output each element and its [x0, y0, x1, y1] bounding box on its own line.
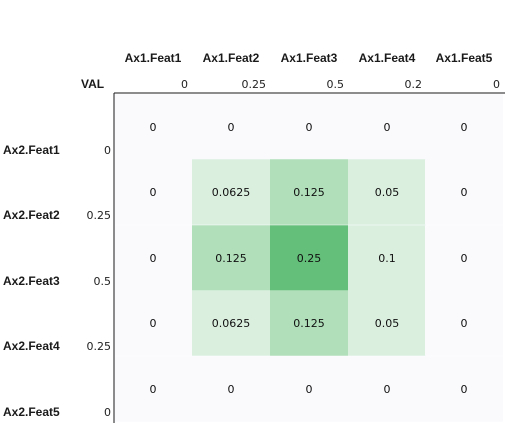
column-header-1: Ax1.Feat1	[125, 51, 182, 65]
cell-value-r5-c2: 0	[228, 383, 235, 396]
column-header-5: Ax1.Feat5	[436, 51, 493, 65]
row-value-label-2: 0.25	[87, 209, 112, 222]
cell-value-r4-c1: 0	[150, 317, 157, 330]
heatmap-cell-r4-c4	[348, 290, 426, 356]
cell-value-r3-c4: 0.1	[378, 252, 396, 265]
heatmap-cell-r5-c1	[114, 356, 192, 422]
cell-value-r3-c2: 0.125	[215, 252, 247, 265]
heatmap-cell-r3-c4	[348, 225, 426, 291]
row-headers: Ax2.Feat1 Ax2.Feat2 Ax2.Feat3 Ax2.Feat4 Ax2.…	[3, 143, 60, 419]
row-value-label-4: 0.25	[87, 340, 112, 353]
heatmap-cell-r3-c1	[114, 225, 192, 291]
heatmap-cells	[114, 94, 503, 422]
heatmap-cell-r4-c2	[192, 290, 270, 356]
heatmap-cell-r5-c4	[348, 356, 426, 422]
heatmap-cell-r3-c3	[270, 225, 348, 291]
column-header-4: Ax1.Feat4	[359, 51, 416, 65]
heatmap-cell-r1-c2	[192, 94, 270, 160]
cell-value-r5-c5: 0	[461, 383, 468, 396]
row-header-3: Ax2.Feat3	[3, 274, 60, 288]
heatmap-cell-r2-c5	[425, 159, 503, 225]
heatmap-cell-r1-c1	[114, 94, 192, 160]
cell-value-r2-c4: 0.05	[375, 186, 400, 199]
cell-value-r1-c5: 0	[461, 121, 468, 134]
cell-value-r4-c2: 0.0625	[212, 317, 251, 330]
cell-value-r5-c1: 0	[150, 383, 157, 396]
cell-value-r3-c3: 0.25	[297, 252, 322, 265]
heatmap-cell-r1-c5	[425, 94, 503, 160]
cell-value-r1-c3: 0	[306, 121, 313, 134]
column-value-label-5: 0	[493, 78, 500, 91]
row-value-label-5: 0	[104, 406, 111, 419]
column-headers: Ax1.Feat1 Ax1.Feat2 Ax1.Feat3 Ax1.Feat4 Ax1.…	[125, 51, 493, 65]
cell-value-r4-c4: 0.05	[375, 317, 400, 330]
cell-value-r2-c5: 0	[461, 186, 468, 199]
cell-value-r1-c4: 0	[384, 121, 391, 134]
column-header-3: Ax1.Feat3	[281, 51, 338, 65]
row-value-label-1: 0	[104, 144, 111, 157]
cell-value-r4-c3: 0.125	[293, 317, 325, 330]
heatmap-cell-r3-c2	[192, 225, 270, 291]
corner-label: VAL	[81, 77, 104, 91]
heatmap-cell-r2-c1	[114, 159, 192, 225]
heatmap-cell-labels: 0 0 0 0 0 0 0.0625 0.125 0.05 0 0 0.125 0.25 0.1 0 0 0.0…	[150, 121, 468, 396]
cell-value-r1-c2: 0	[228, 121, 235, 134]
cell-value-r2-c3: 0.125	[293, 186, 325, 199]
heatmap-cell-r2-c3	[270, 159, 348, 225]
row-header-5: Ax2.Feat5	[3, 405, 60, 419]
heatmap-cell-r5-c2	[192, 356, 270, 422]
column-value-label-4: 0.2	[405, 78, 423, 91]
heatmap-cell-r4-c3	[270, 290, 348, 356]
column-value-labels: 0 0.25 0.5 0.2 0	[181, 78, 500, 91]
cell-value-r3-c5: 0	[461, 252, 468, 265]
heatmap-cell-r1-c4	[348, 94, 426, 160]
heatmap-cell-r2-c2	[192, 159, 270, 225]
row-value-label-3: 0.5	[94, 275, 112, 288]
column-value-label-2: 0.25	[242, 78, 267, 91]
heatmap-cell-r4-c1	[114, 290, 192, 356]
row-header-4: Ax2.Feat4	[3, 339, 60, 353]
cell-value-r2-c1: 0	[150, 186, 157, 199]
cell-value-r1-c1: 0	[150, 121, 157, 134]
row-value-labels: 0 0.25 0.5 0.25 0	[87, 144, 112, 419]
column-header-2: Ax1.Feat2	[203, 51, 260, 65]
row-header-1: Ax2.Feat1	[3, 143, 60, 157]
heatmap-cell-r4-c5	[425, 290, 503, 356]
column-value-label-1: 0	[181, 78, 188, 91]
cell-value-r5-c3: 0	[306, 383, 313, 396]
cell-value-r3-c1: 0	[150, 252, 157, 265]
heatmap-cell-r2-c4	[348, 159, 426, 225]
heatmap-cell-r3-c5	[425, 225, 503, 291]
heatmap-cell-r5-c5	[425, 356, 503, 422]
heatmap-cell-r5-c3	[270, 356, 348, 422]
cell-value-r4-c5: 0	[461, 317, 468, 330]
column-value-label-3: 0.5	[327, 78, 345, 91]
cell-value-r5-c4: 0	[384, 383, 391, 396]
row-header-2: Ax2.Feat2	[3, 208, 60, 222]
heatmap-cell-r1-c3	[270, 94, 348, 160]
cell-value-r2-c2: 0.0625	[212, 186, 251, 199]
